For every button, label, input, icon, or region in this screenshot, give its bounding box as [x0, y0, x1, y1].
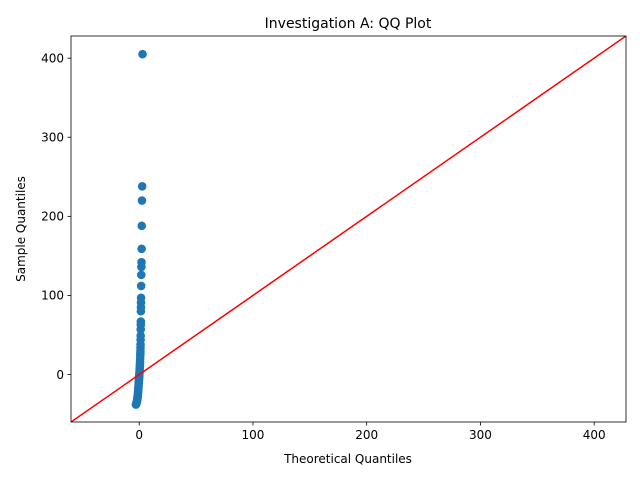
x-tick-label: 200	[355, 428, 378, 442]
reference-line	[71, 36, 626, 422]
x-tick-label: 300	[469, 428, 492, 442]
data-point	[137, 221, 147, 231]
x-tick-label: 100	[242, 428, 265, 442]
data-point	[136, 325, 146, 334]
x-tick-label: 400	[583, 428, 606, 442]
axes-frame	[70, 35, 627, 423]
data-points	[131, 49, 147, 409]
plot-area: 0 100 200 300 400 0 100 200 300 400	[41, 35, 627, 442]
y-axis-label: Sample Quantiles	[14, 176, 28, 282]
data-point	[131, 400, 141, 409]
y-tick-label: 200	[41, 210, 64, 224]
data-point	[136, 281, 146, 291]
x-axis-label: Theoretical Quantiles	[283, 452, 412, 466]
x-tick-label: 0	[135, 428, 143, 442]
data-point	[137, 244, 146, 254]
data-point	[138, 49, 147, 59]
y-tick-label: 300	[41, 131, 64, 145]
y-tick-label: 0	[56, 368, 64, 382]
data-point	[137, 262, 146, 272]
y-tick-label: 400	[41, 51, 64, 65]
chart-title: Investigation A: QQ Plot	[265, 16, 432, 32]
data-point	[137, 196, 147, 205]
y-tick-label: 100	[41, 289, 64, 303]
data-point	[136, 270, 146, 280]
data-point	[137, 181, 147, 191]
data-point	[136, 306, 146, 316]
